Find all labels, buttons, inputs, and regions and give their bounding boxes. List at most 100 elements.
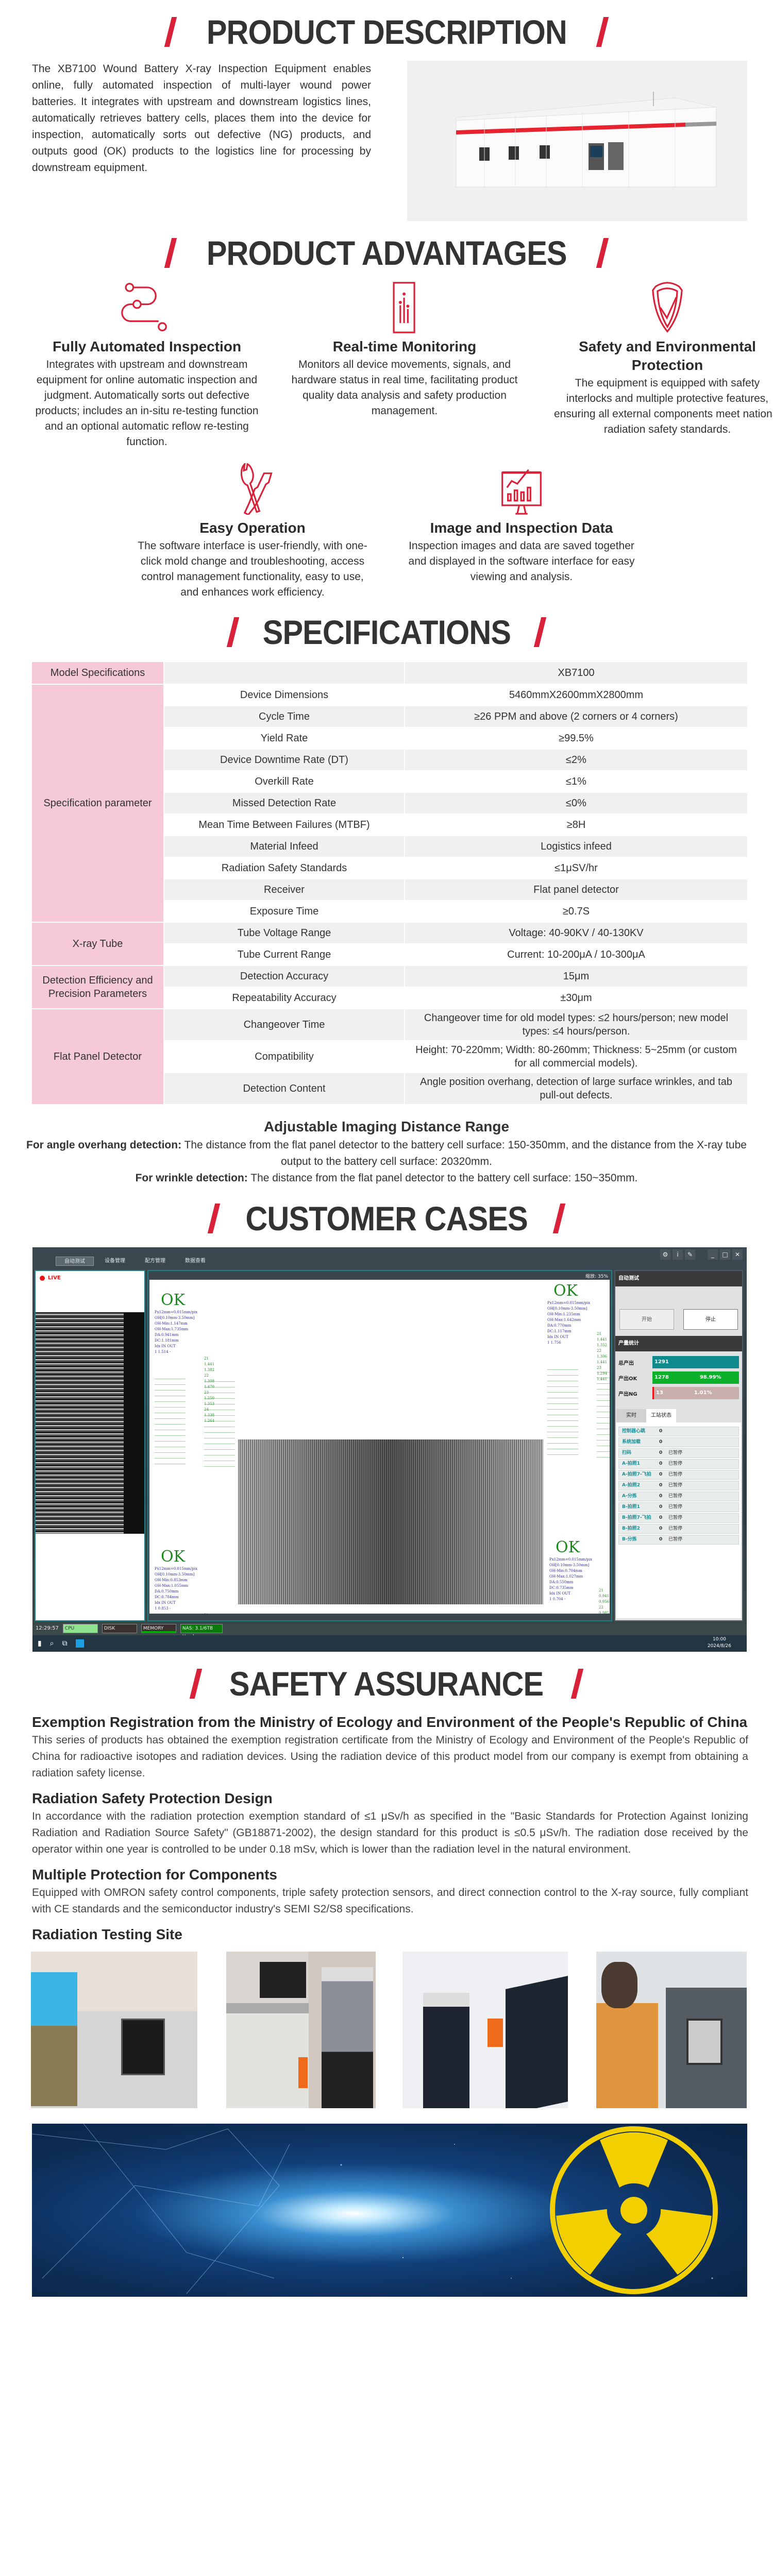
component-protection-text: Equipped with OMRON safety control compo… bbox=[32, 1887, 748, 1915]
measure-line: Idx IN OUT bbox=[155, 1344, 176, 1348]
spec-row: Device Downtime Rate (DT) ≤2% bbox=[32, 750, 747, 770]
gear-icon[interactable]: ⚙ bbox=[660, 1249, 670, 1260]
record-dot-icon bbox=[40, 1275, 45, 1281]
spec-row: Overkill Rate ≤1% bbox=[32, 771, 747, 792]
spec-row: Detection Content Angle position overhang… bbox=[32, 1073, 747, 1104]
spec-param: Overkill Rate bbox=[164, 771, 404, 792]
measure-line: DA:0.750mm bbox=[155, 1589, 179, 1594]
measure-column-filler bbox=[547, 1369, 578, 1457]
spec-row: Specification parameter Device Dimensions… bbox=[32, 685, 747, 922]
info-icon[interactable]: i bbox=[673, 1249, 683, 1260]
spec-param: Device Downtime Rate (DT) bbox=[164, 750, 404, 770]
stop-button[interactable]: 停止 bbox=[683, 1309, 738, 1330]
station-row: 控制器心跳 0 bbox=[618, 1427, 739, 1436]
advantage-card: Real-time Monitoring Monitors all device… bbox=[283, 282, 526, 419]
product-machine-image bbox=[407, 61, 747, 221]
ok-result-block: OK Px12mm=0.015mm/pix OH[0.10mm-3.50mm] OH-… bbox=[155, 1291, 214, 1423]
spec-group-label: Flat Panel Detector bbox=[32, 1009, 163, 1104]
app-taskbar-icon[interactable] bbox=[75, 1639, 84, 1648]
spec-param: Detection Accuracy bbox=[164, 966, 404, 987]
imaging-distance-heading: Adjustable Imaging Distance Range bbox=[263, 1118, 510, 1134]
measure-line: OH[0.10mm-3.50mm] bbox=[155, 1316, 195, 1320]
spec-value: ≥0.7S bbox=[405, 901, 747, 922]
stat-bar: 13 1.01% bbox=[652, 1387, 739, 1399]
spec-value: ≤2% bbox=[405, 750, 747, 770]
windows-start-icon[interactable]: ▮ bbox=[38, 1639, 42, 1648]
testing-site-photo bbox=[596, 1952, 747, 2108]
station-list: 控制器心跳 0 系统加载 0 扫码 0 已暂停 A-拍照1 0 已暂停 A-拍照7-飞拍 0 已暂停 A-… bbox=[616, 1422, 741, 1618]
monitoring-tablet-icon bbox=[283, 282, 526, 333]
feather-icon[interactable]: ✎ bbox=[685, 1249, 695, 1260]
panel-title: 自动测试 bbox=[615, 1271, 742, 1286]
measure-line: DC:0.735mm bbox=[549, 1586, 574, 1590]
spec-value: Flat panel detector bbox=[405, 879, 747, 900]
stats-title: 产量统计 bbox=[615, 1336, 742, 1351]
spec-value: ≥99.5% bbox=[405, 728, 747, 749]
safety-section: Exemption Registration from the Ministry… bbox=[32, 1713, 748, 1944]
radiation-design-text: In accordance with the radiation protect… bbox=[32, 1810, 748, 1855]
measure-column-filler bbox=[155, 1379, 186, 1466]
ok-label: OK bbox=[556, 1538, 580, 1556]
exemption-text: This series of products has obtained the… bbox=[32, 1734, 748, 1779]
ok-result-block: OK Px12mm=0.015mm/pix OH[0.10mm-3.50mm] OH-… bbox=[547, 1282, 607, 1381]
advantage-card: Easy Operation The software interface is… bbox=[131, 463, 374, 600]
measure-row: 22 0.985 0.956 bbox=[599, 1605, 610, 1614]
route-icon bbox=[26, 282, 268, 333]
slash-decoration bbox=[226, 617, 239, 647]
testing-site-photo bbox=[402, 1952, 568, 2108]
slash-decoration bbox=[534, 617, 547, 647]
component-protection-heading: Multiple Protection for Components bbox=[32, 1867, 277, 1883]
tab-device-management[interactable]: 设备管理 bbox=[105, 1258, 125, 1264]
spec-group-label: Detection Efficiency and Precision Param… bbox=[32, 966, 163, 1008]
spec-value: Angle position overhang, detection of la… bbox=[405, 1073, 747, 1104]
nas-meter: NAS: 3.1/6TB Used bbox=[180, 1623, 223, 1639]
search-icon[interactable]: ⌕ bbox=[49, 1639, 54, 1648]
production-stat: 产出NG 13 1.01% bbox=[615, 1385, 742, 1401]
measure-line: DC:1.181mm bbox=[155, 1338, 179, 1343]
live-indicator: LIVE bbox=[40, 1275, 61, 1281]
measure-line: DA:0.941mm bbox=[155, 1333, 179, 1337]
advantage-card: Safety and Environmental Protection The … bbox=[546, 282, 773, 437]
task-view-icon[interactable]: ⧉ bbox=[62, 1639, 68, 1648]
radiation-design-heading: Radiation Safety Protection Design bbox=[32, 1790, 273, 1806]
measure-row: 21 1.441 1.352 bbox=[597, 1332, 608, 1347]
spec-row: Radiation Safety Standards ≤1μSV/hr bbox=[32, 858, 747, 878]
tab-station-status[interactable]: 工站状态 bbox=[646, 1409, 676, 1422]
ok-label: OK bbox=[553, 1282, 578, 1300]
spec-param: Yield Rate bbox=[164, 728, 404, 749]
spec-row: X-ray Tube Tube Voltage Range Voltage: 40-… bbox=[32, 923, 747, 965]
close-icon[interactable]: ✕ bbox=[732, 1249, 743, 1260]
ok-result-block: OK Px12mm=0.015mm/pix OH[0.10mm-3.50mm] OH-… bbox=[155, 1548, 209, 1614]
angle-overhang-note: For angle overhang detection: The distan… bbox=[26, 1139, 747, 1167]
spec-param: Receiver bbox=[164, 879, 404, 900]
description-text: The XB7100 Wound Battery X-ray Inspectio… bbox=[32, 63, 371, 174]
spec-row: Repeatability Accuracy ±30μm bbox=[32, 988, 747, 1008]
measure-line: 1 0.704 - bbox=[549, 1597, 566, 1601]
measure-line: OH-Min:0.704mm bbox=[549, 1569, 582, 1573]
spec-row: Exposure Time ≥0.7S bbox=[32, 901, 747, 922]
spec-value: ≤1μSV/hr bbox=[405, 858, 747, 878]
app-tabs: 自动测试 设备管理 配方管理 数据查看 bbox=[56, 1257, 214, 1266]
spec-param: Changeover Time bbox=[164, 1009, 404, 1040]
taskbar: ▮ ⌕ ⧉ 10:00 2024/8/26 bbox=[32, 1635, 747, 1652]
inspection-software-screenshot: 自动测试 设备管理 配方管理 数据查看 ⚙ i ✎ _ □ ✕ LIVE 缩放: 35%… bbox=[32, 1247, 747, 1652]
maximize-icon[interactable]: □ bbox=[720, 1249, 730, 1260]
spec-group-label: X-ray Tube bbox=[32, 923, 163, 965]
minimize-icon[interactable]: _ bbox=[708, 1249, 718, 1260]
spec-param: Mean Time Between Failures (MTBF) bbox=[164, 815, 404, 835]
section-title-specifications: SPECIFICATIONS bbox=[0, 615, 773, 650]
section-title-customer-cases: CUSTOMER CASES bbox=[0, 1201, 773, 1236]
spec-row: Yield Rate ≥99.5% bbox=[32, 728, 747, 749]
tab-recipe-management[interactable]: 配方管理 bbox=[145, 1258, 165, 1264]
model-value: XB7100 bbox=[405, 662, 747, 684]
tab-auto-test[interactable]: 自动测试 bbox=[56, 1257, 94, 1266]
spec-row: Missed Detection Rate ≤0% bbox=[32, 793, 747, 814]
measure-line: 1 0.853 - bbox=[155, 1606, 171, 1611]
section-title-description: PRODUCT DESCRIPTION bbox=[0, 14, 773, 49]
tab-data-view[interactable]: 数据查看 bbox=[185, 1258, 206, 1264]
spec-param: Cycle Time bbox=[164, 706, 404, 727]
spec-value: Current: 10-200μA / 10-300μA bbox=[405, 944, 747, 965]
measure-line: OH[0.10mm-3.50mm] bbox=[549, 1563, 590, 1567]
start-button[interactable]: 开始 bbox=[619, 1309, 674, 1330]
tab-realtime[interactable]: 实时 bbox=[616, 1409, 646, 1422]
